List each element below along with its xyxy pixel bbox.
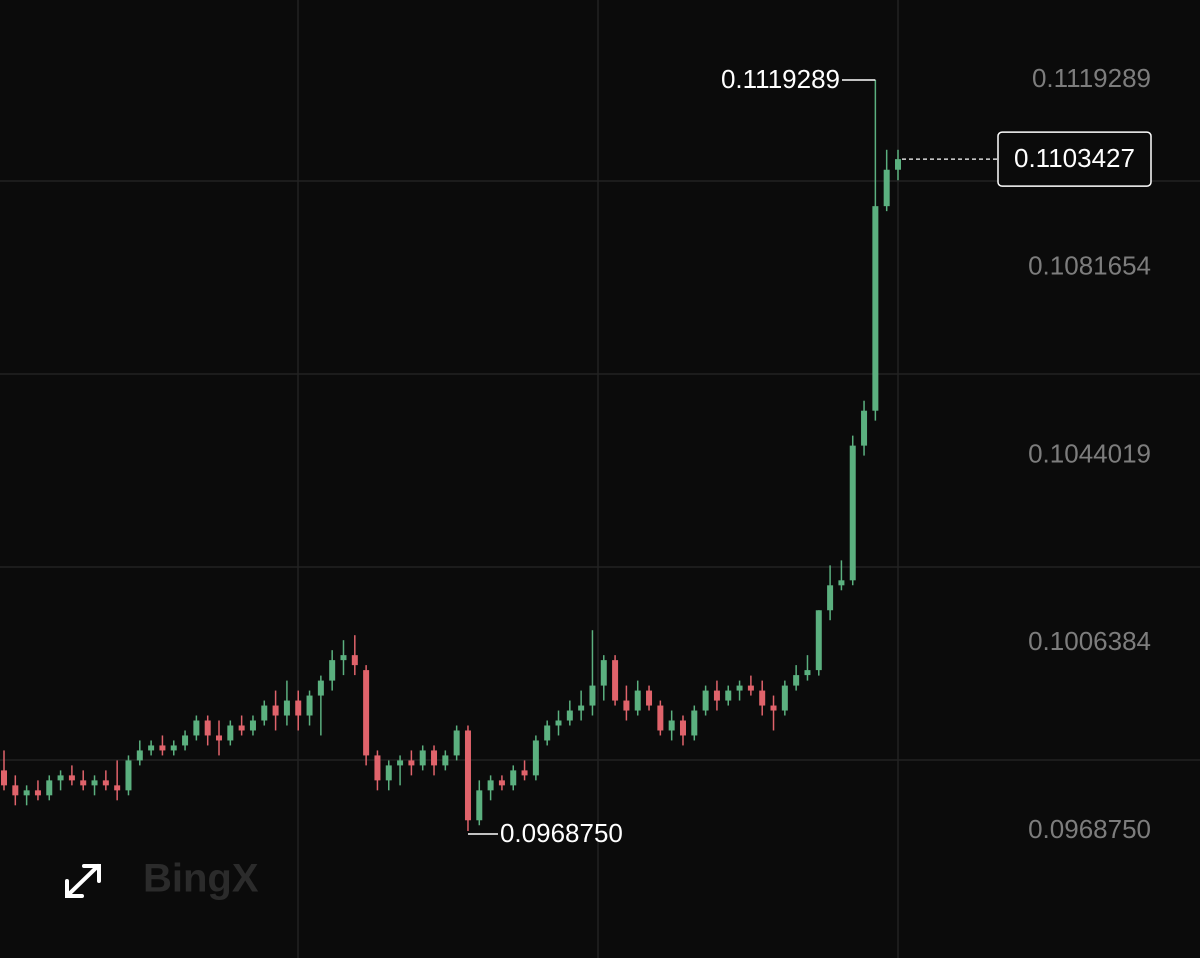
candle-body bbox=[193, 720, 200, 736]
candle-body bbox=[238, 725, 245, 731]
candle-body bbox=[431, 750, 438, 766]
candle-body bbox=[363, 670, 370, 756]
candle-body bbox=[713, 690, 720, 701]
candle-body bbox=[34, 790, 41, 796]
candle-body bbox=[1, 770, 7, 786]
candle-body bbox=[770, 705, 777, 711]
candle-body bbox=[679, 720, 686, 736]
candle-body bbox=[216, 735, 223, 741]
candle-body bbox=[102, 780, 109, 786]
candle-body bbox=[827, 585, 834, 611]
candle-body bbox=[498, 780, 505, 786]
candle-body bbox=[566, 710, 573, 721]
candle-body bbox=[125, 760, 132, 791]
candle-body bbox=[340, 655, 347, 661]
candle-body bbox=[895, 159, 901, 170]
candle-body bbox=[691, 710, 698, 736]
candle-body bbox=[442, 755, 449, 766]
candle-body bbox=[182, 735, 189, 746]
candle-body bbox=[159, 745, 166, 751]
candle-body bbox=[612, 660, 619, 701]
candle-body bbox=[487, 780, 494, 791]
candle-body bbox=[408, 760, 415, 766]
candle-body bbox=[510, 770, 517, 786]
candle-body bbox=[114, 785, 121, 791]
expand-icon[interactable] bbox=[65, 864, 101, 898]
candle-body bbox=[249, 720, 256, 731]
candle-body bbox=[374, 755, 381, 781]
candle-body bbox=[736, 685, 743, 691]
candle-body bbox=[555, 720, 562, 726]
max-marker-label: 0.1119289 bbox=[721, 64, 840, 94]
candle-body bbox=[12, 785, 19, 796]
candle-body bbox=[261, 705, 268, 721]
candle-body bbox=[306, 695, 313, 716]
candle-body bbox=[872, 206, 879, 411]
candle-body bbox=[815, 610, 822, 671]
y-tick-label: 0.1006384 bbox=[1028, 626, 1151, 656]
y-tick-label: 0.1044019 bbox=[1028, 438, 1151, 468]
candle-body bbox=[793, 675, 800, 686]
y-tick-label: 0.0968750 bbox=[1028, 814, 1151, 844]
watermark: BingX bbox=[143, 857, 259, 901]
y-tick-label: 0.1081654 bbox=[1028, 251, 1151, 281]
candle-body bbox=[317, 680, 324, 696]
last-price-box bbox=[997, 131, 1152, 187]
candle-body bbox=[68, 775, 75, 781]
candle-body bbox=[453, 730, 460, 756]
candle-body bbox=[657, 705, 664, 731]
candle-body bbox=[883, 169, 890, 207]
candle-body bbox=[295, 700, 302, 716]
candle-body bbox=[634, 690, 641, 711]
candle-body bbox=[91, 780, 98, 786]
candle-body bbox=[849, 445, 856, 581]
candle-body bbox=[227, 725, 234, 741]
candle-body bbox=[600, 660, 607, 686]
candle-body bbox=[532, 740, 539, 776]
candle-body bbox=[272, 705, 279, 716]
candle-body bbox=[521, 770, 528, 776]
candle-body bbox=[148, 745, 155, 751]
candle-body bbox=[57, 775, 64, 781]
candle-body bbox=[385, 765, 392, 781]
candle-body bbox=[419, 750, 426, 766]
candle-body bbox=[646, 690, 653, 706]
candle-body bbox=[80, 780, 87, 786]
candle-body bbox=[544, 725, 551, 741]
candle-body bbox=[170, 745, 177, 751]
last-price-label: 0.1103427 bbox=[1014, 143, 1135, 173]
candle-body bbox=[397, 760, 404, 766]
candle-body bbox=[476, 790, 483, 821]
candle-body bbox=[861, 410, 868, 446]
candle-body bbox=[464, 730, 471, 821]
candle-body bbox=[725, 690, 732, 701]
candle-body bbox=[329, 660, 336, 681]
candle-body bbox=[838, 580, 845, 586]
candle-body bbox=[759, 690, 766, 706]
candle-body bbox=[46, 780, 53, 796]
candle-body bbox=[578, 705, 585, 711]
candle-body bbox=[589, 685, 596, 706]
candle-body bbox=[781, 685, 788, 711]
candle-body bbox=[351, 655, 358, 666]
candle-body bbox=[623, 700, 630, 711]
min-marker-label: 0.0968750 bbox=[500, 818, 623, 848]
candle-body bbox=[702, 690, 709, 711]
candle-body bbox=[747, 685, 754, 691]
candle-body bbox=[804, 670, 811, 676]
y-tick-label: 0.1119289 bbox=[1032, 63, 1151, 93]
candle-body bbox=[668, 720, 675, 731]
candle-body bbox=[204, 720, 211, 736]
candle-body bbox=[136, 750, 143, 761]
candle-body bbox=[283, 700, 290, 716]
candle-body bbox=[23, 790, 30, 796]
